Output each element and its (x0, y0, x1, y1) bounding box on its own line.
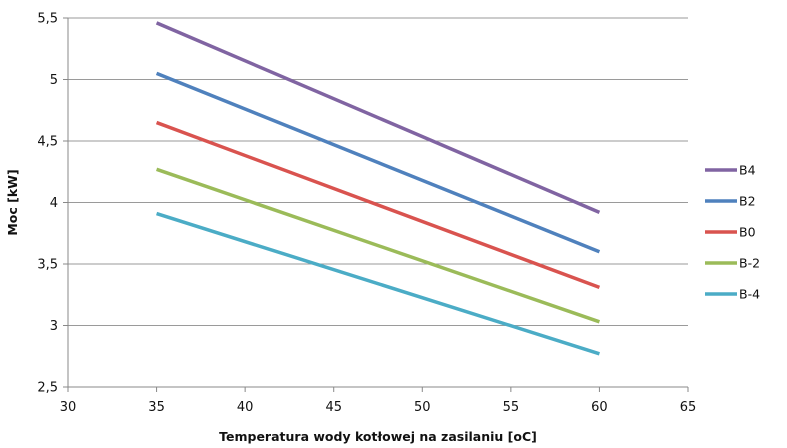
legend-label: B-4 (739, 287, 760, 302)
y-tick-label: 5,5 (37, 12, 58, 27)
axes (63, 17, 689, 392)
y-tick-label: 3 (50, 319, 58, 334)
series-line-b0 (155, 120, 601, 290)
series-line-b-2 (156, 167, 600, 324)
x-tick-label: 60 (591, 400, 608, 415)
legend-label: B2 (739, 194, 756, 209)
x-tick-label: 55 (503, 400, 520, 415)
y-tick-label: 5 (50, 73, 58, 88)
x-tick-label: 45 (325, 400, 342, 415)
y-tick-label: 4,5 (37, 135, 58, 150)
legend: B4 B2 B0 B-2 B-4 (705, 163, 760, 302)
y-tick-label: 2,5 (37, 381, 58, 396)
series-line-b-4 (156, 211, 600, 356)
y-tick-label: 3,5 (37, 258, 58, 273)
x-tick-label: 30 (60, 400, 77, 415)
x-tick-label: 35 (148, 400, 165, 415)
y-tick-labels: 2,5 3 3,5 4 4,5 5 5,5 (37, 12, 58, 396)
legend-label: B0 (739, 225, 756, 240)
legend-label: B-2 (739, 256, 760, 271)
y-axis-title: Moc [kW] (5, 169, 20, 235)
series-lines (155, 21, 601, 356)
x-axis-title: Temperatura wody kotłowej na zasilaniu [… (219, 429, 537, 444)
series-line-b4 (155, 21, 601, 214)
x-tick-labels: 30 35 40 45 50 55 60 65 (60, 400, 697, 415)
y-tick-label: 4 (50, 196, 58, 211)
series-line-b2 (155, 71, 601, 254)
x-tick-label: 65 (680, 400, 697, 415)
legend-label: B4 (739, 163, 756, 178)
x-tick-label: 50 (414, 400, 431, 415)
x-tick-label: 40 (237, 400, 254, 415)
